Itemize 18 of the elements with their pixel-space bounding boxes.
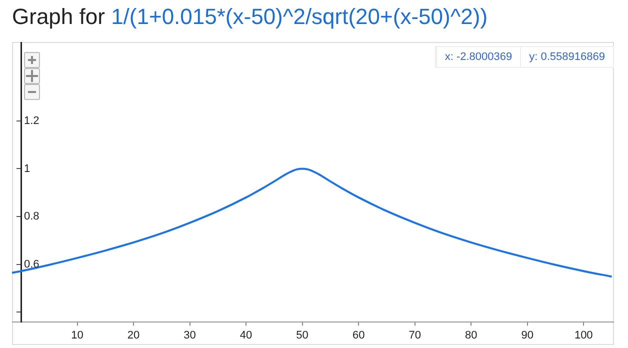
x-tick-label: 80 bbox=[464, 329, 478, 342]
x-tick-label: 90 bbox=[521, 329, 534, 342]
x-tick-label: 30 bbox=[184, 329, 196, 342]
y-tick-label: 0.6 bbox=[24, 258, 40, 270]
y-tick-label: 1 bbox=[24, 162, 30, 175]
x-tick-label: 20 bbox=[127, 329, 140, 342]
x-tick-label: 60 bbox=[352, 329, 365, 342]
x-tick-label: 40 bbox=[240, 329, 252, 342]
x-tick-label: 50 bbox=[296, 329, 308, 342]
chart-subtitle: 1/(1+0.015*(x-50)^2/sqrt(20+(x-50)^2)) bbox=[111, 4, 488, 29]
y-tick-label: 0.8 bbox=[24, 210, 40, 223]
x-tick-label: 70 bbox=[408, 329, 421, 342]
annotation: x: -2.8000369 bbox=[436, 47, 520, 67]
annotation: y: 0.558916869 bbox=[520, 47, 613, 67]
chart-title: Graph for bbox=[12, 4, 105, 29]
y-tick-label: 1.2 bbox=[24, 114, 40, 127]
x-tick-label: 10 bbox=[71, 329, 84, 342]
x-tick-label: 100 bbox=[574, 329, 593, 342]
